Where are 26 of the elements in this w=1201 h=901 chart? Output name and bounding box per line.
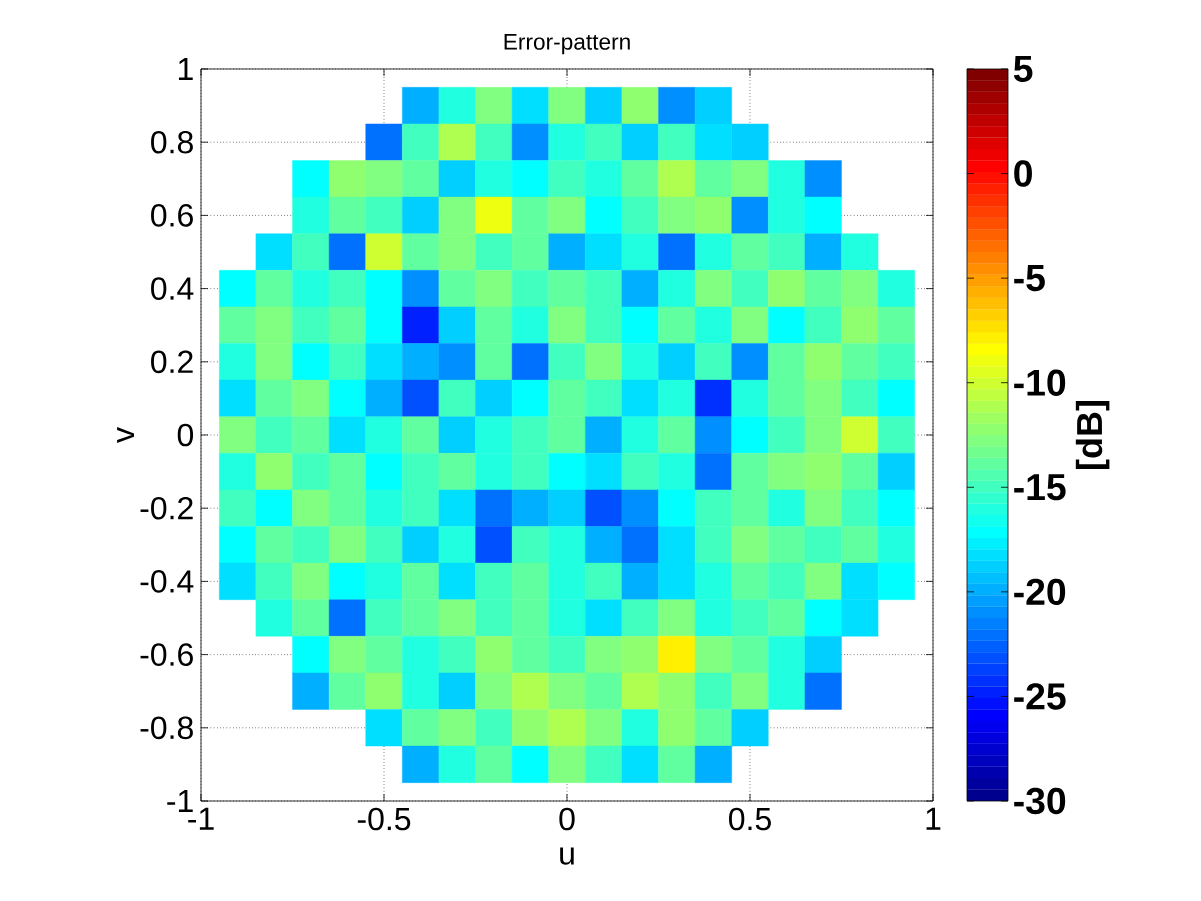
color-bar-label: -5: [1014, 265, 1045, 292]
color-bar-label: -10: [1014, 369, 1066, 396]
y-tick-label: 1: [178, 57, 193, 81]
y-tick-label: -0.4: [140, 570, 194, 593]
y-axis-title: v: [117, 427, 134, 443]
color-bar-label: -30: [1014, 787, 1066, 815]
y-tick-label: 0.2: [151, 350, 193, 374]
chart-title: Error-pattern: [504, 33, 630, 55]
x-tick-label: 0.5: [729, 807, 771, 831]
y-tick-label: 0: [177, 423, 194, 447]
x-tick-label: -0.5: [357, 807, 411, 831]
color-bar-label: 0: [1014, 160, 1032, 187]
y-tick-label: 0.8: [151, 130, 193, 154]
x-axis-title: u: [560, 847, 574, 865]
y-tick-label: 0.6: [151, 204, 193, 227]
x-tick-label: 1: [926, 807, 941, 830]
y-tick-label: -0.2: [140, 496, 193, 520]
color-bar-label: 5: [1013, 55, 1033, 83]
y-tick-label: -0.8: [140, 716, 193, 740]
y-tick-label: -0.6: [140, 643, 193, 666]
color-bar-label: -15: [1014, 474, 1066, 501]
color-bar-label: -25: [1014, 683, 1066, 710]
color-bar-title: [dB]: [1075, 401, 1110, 469]
color-bar-label: -20: [1014, 578, 1066, 606]
x-tick-label: 0: [559, 807, 575, 831]
y-tick-label: 0.4: [151, 277, 194, 300]
